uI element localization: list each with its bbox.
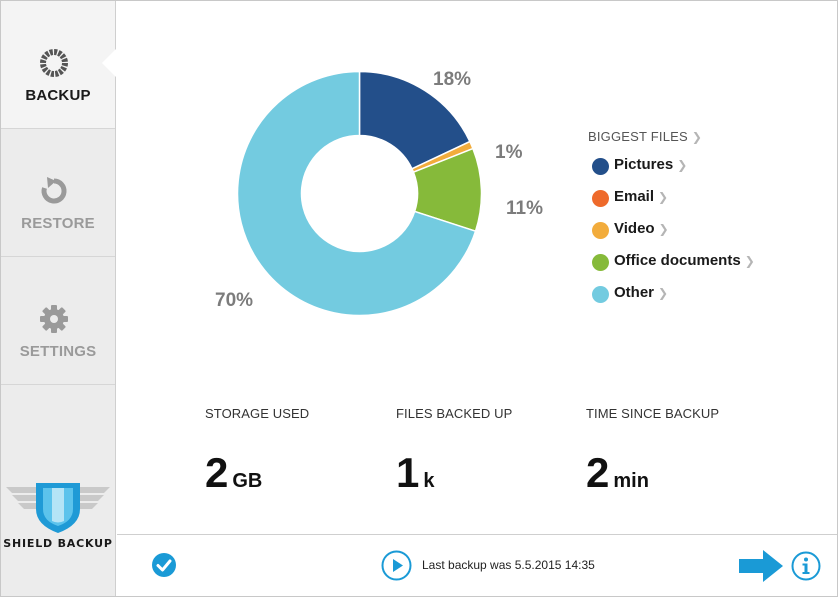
gear-icon: [40, 305, 68, 333]
stat-number: 2: [586, 449, 610, 496]
legend-label: Other: [614, 284, 655, 301]
stat-unit: k: [423, 470, 435, 492]
brand-name: SHIELD BACKUP: [3, 537, 113, 550]
stat-label: TIME SINCE BACKUP: [586, 406, 720, 421]
restore-icon: [41, 177, 67, 204]
sidebar-item-settings[interactable]: SETTINGS: [1, 257, 115, 385]
stat-unit: GB: [232, 470, 263, 492]
chevron-right-icon: ❯: [691, 130, 703, 144]
legend-item-pictures[interactable]: Pictures ❯: [588, 156, 755, 188]
color-dot: [592, 158, 609, 175]
chart-data-label-pictures: 18%: [433, 69, 472, 90]
chevron-right-icon: ❯: [658, 190, 669, 204]
legend-item-video[interactable]: Video ❯: [588, 220, 755, 252]
sidebar-item-restore[interactable]: RESTORE: [1, 129, 115, 257]
check-circle-icon: [152, 553, 176, 577]
stat-number: 1: [396, 449, 420, 496]
legend: BIGGEST FILES ❯ Pictures ❯ Email ❯ Video ❯ O…: [588, 129, 755, 316]
main-panel: 18% 1% 11% 70% BIGGEST FILES ❯ Pictures ❯ …: [117, 1, 837, 534]
backup-ring-icon: [40, 49, 68, 77]
donut-slice-other: [237, 71, 477, 316]
stat-value: 2 GB: [205, 449, 309, 497]
arrow-right-icon: [739, 550, 783, 582]
legend-item-other[interactable]: Other ❯: [588, 284, 755, 316]
legend-label: Office documents: [614, 252, 741, 269]
stat-storage-used: STORAGE USED 2 GB: [205, 406, 309, 497]
file-types-donut-chart: [237, 71, 482, 316]
legend-item-email[interactable]: Email ❯: [588, 188, 755, 220]
chart-data-label-video: 1%: [495, 142, 523, 163]
chevron-right-icon: ❯: [658, 222, 669, 236]
legend-item-office-documents[interactable]: Office documents ❯: [588, 252, 755, 284]
brand-logo: SHIELD BACKUP: [1, 473, 115, 596]
chart-data-label-office: 11%: [506, 198, 543, 219]
color-dot: [592, 254, 609, 271]
chevron-right-icon: ❯: [744, 254, 755, 268]
status-bar: Last backup was 5.5.2015 14:35: [117, 534, 837, 596]
chevron-right-icon: ❯: [658, 286, 669, 300]
legend-label: Pictures: [614, 156, 674, 173]
legend-title-text: BIGGEST FILES: [588, 129, 688, 144]
sidebar-item-label: RESTORE: [21, 215, 95, 232]
active-indicator: [102, 49, 116, 77]
shield-logo-icon: [6, 483, 110, 533]
legend-label: Video: [614, 220, 655, 237]
sidebar: BACKUP RESTORE SETTINGS: [1, 1, 116, 596]
sidebar-item-label: BACKUP: [25, 87, 91, 104]
play-button[interactable]: [381, 550, 412, 581]
stat-unit: min: [613, 470, 649, 492]
chart-data-label-other: 70%: [215, 290, 254, 311]
color-dot: [592, 286, 609, 303]
stat-label: STORAGE USED: [205, 406, 310, 421]
info-button[interactable]: [791, 551, 821, 581]
color-dot: [592, 222, 609, 239]
stat-label: FILES BACKED UP: [396, 406, 513, 421]
stat-value: 2 min: [586, 449, 719, 497]
chevron-right-icon: ❯: [677, 158, 688, 172]
legend-label: Email: [614, 188, 655, 205]
stat-time-since-backup: TIME SINCE BACKUP 2 min: [586, 406, 719, 497]
sidebar-item-backup[interactable]: BACKUP: [1, 1, 115, 129]
last-backup-text: Last backup was 5.5.2015 14:35: [422, 558, 595, 572]
stat-number: 2: [205, 449, 229, 496]
color-dot: [592, 190, 609, 207]
legend-title[interactable]: BIGGEST FILES ❯: [588, 129, 755, 144]
sidebar-item-label: SETTINGS: [19, 343, 97, 360]
